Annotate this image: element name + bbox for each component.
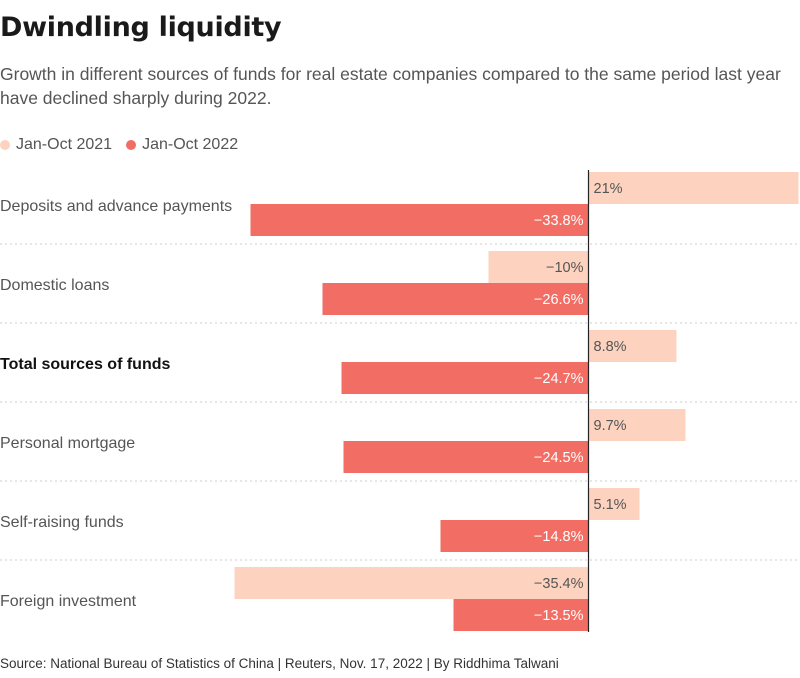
bar-jan-oct-2021-self-raising-funds [588,488,640,520]
category-label-total-sources-of-funds: Total sources of funds [0,356,170,373]
category-label-foreign-investment: Foreign investment [0,593,137,610]
bar-jan-oct-2021-personal-mortgage [588,409,686,441]
chart-subtitle: Growth in different sources of funds for… [0,64,781,108]
legend-swatch-2021 [0,140,10,150]
legend-item-2021: Jan-Oct 2021 [0,136,112,154]
bar-jan-oct-2021-foreign-investment [234,567,589,599]
bar-jan-oct-2022-foreign-investment [453,599,589,631]
legend-label-2021: Jan-Oct 2021 [16,136,113,153]
category-label-domestic-loans: Domestic loans [0,277,109,294]
data-label-jan-oct-2022-self-raising-funds: −14.8% [534,529,584,545]
data-label-jan-oct-2022-foreign-investment: −13.5% [534,608,584,624]
category-label-self-raising-funds: Self-raising funds [0,514,124,531]
bar-jan-oct-2021-deposits-and-advance-payments [588,172,799,204]
data-label-jan-oct-2022-domestic-loans: −26.6% [534,292,584,308]
data-label-jan-oct-2021-foreign-investment: −35.4% [534,576,584,592]
legend-label-2022: Jan-Oct 2022 [142,136,239,153]
legend: Jan-Oct 2021 Jan-Oct 2022 [0,136,252,154]
data-label-jan-oct-2021-personal-mortgage: 9.7% [594,418,627,434]
legend-swatch-2022 [126,140,137,150]
data-label-jan-oct-2022-deposits-and-advance-payments: −33.8% [534,213,584,229]
source-note: Source: National Bureau of Statistics of… [0,656,559,671]
bar-chart: Deposits and advance payments 21% −33.8% Do… [0,170,800,632]
chart-title: Dwindling liquidity [0,12,282,43]
bar-jan-oct-2021-total-sources-of-funds [588,330,677,362]
bar-jan-oct-2022-domestic-loans [322,283,589,315]
data-label-jan-oct-2021-domestic-loans: −10% [546,260,584,276]
data-label-jan-oct-2021-self-raising-funds: 5.1% [594,497,627,513]
bar-jan-oct-2022-personal-mortgage [343,441,589,473]
bar-jan-oct-2022-deposits-and-advance-payments [250,204,589,236]
data-label-jan-oct-2021-deposits-and-advance-payments: 21% [594,181,623,197]
data-label-jan-oct-2022-total-sources-of-funds: −24.7% [534,371,584,387]
bar-jan-oct-2021-domestic-loans [488,251,589,283]
data-label-jan-oct-2022-personal-mortgage: −24.5% [534,450,584,466]
bar-jan-oct-2022-total-sources-of-funds [341,362,589,394]
category-label-personal-mortgage: Personal mortgage [0,435,135,452]
legend-item-2022: Jan-Oct 2022 [126,136,238,154]
data-label-jan-oct-2021-total-sources-of-funds: 8.8% [594,339,627,355]
bar-jan-oct-2022-self-raising-funds [440,520,589,552]
category-label-deposits-and-advance-payments: Deposits and advance payments [0,198,232,215]
